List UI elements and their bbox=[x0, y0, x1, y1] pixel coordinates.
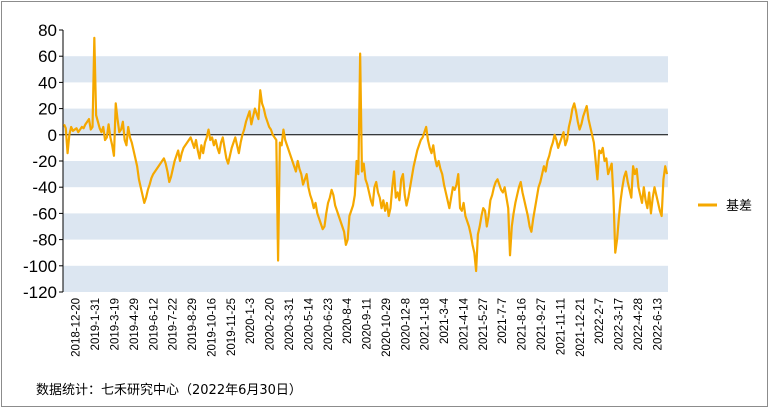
x-tick-label: 2022-6-13 bbox=[652, 298, 664, 350]
x-tick-label: 2022-4-28 bbox=[633, 298, 645, 350]
x-tick-label: 2019-11-25 bbox=[226, 298, 238, 356]
x-tick-label: 2021-12-21 bbox=[575, 298, 587, 357]
y-tick-label: 80 bbox=[38, 21, 57, 40]
x-tick-label: 2019-8-29 bbox=[187, 298, 199, 350]
source-note: 数据统计：七禾研究中心（2022年6月30日） bbox=[36, 383, 302, 398]
grid-band bbox=[63, 108, 668, 135]
y-axis: 80 60 40 20 0 -20 -40 -60 -80 -100 -120 bbox=[23, 21, 668, 302]
x-tick-label: 2020-3-31 bbox=[284, 298, 296, 350]
y-tick-label: -80 bbox=[32, 231, 57, 250]
grid-band bbox=[63, 265, 668, 292]
y-tick-label: -20 bbox=[32, 152, 57, 171]
legend: 基差 bbox=[698, 199, 752, 214]
series-line-basis bbox=[62, 36, 669, 273]
grid-band bbox=[63, 56, 668, 83]
y-tick-label: -60 bbox=[32, 204, 57, 223]
x-tick-label: 2021-11-11 bbox=[555, 298, 567, 355]
x-tick-label: 2019-3-19 bbox=[109, 298, 121, 350]
grid-band bbox=[63, 213, 668, 240]
x-tick-label: 2021-1-18 bbox=[420, 298, 432, 350]
y-tick-label: -100 bbox=[23, 257, 57, 276]
x-tick-label: 2019-1-31 bbox=[90, 298, 102, 350]
x-tick-label: 2020-1-3 bbox=[245, 298, 257, 344]
x-tick-label: 2020-12-8 bbox=[400, 298, 412, 350]
x-tick-label: 2021-5-27 bbox=[478, 298, 490, 350]
x-tick-label: 2020-9-11 bbox=[362, 298, 374, 350]
x-tick-label: 2019-6-12 bbox=[148, 298, 160, 350]
x-tick-label: 2020-2-20 bbox=[265, 298, 277, 350]
y-tick-label: -40 bbox=[32, 178, 57, 197]
y-tick-label: -120 bbox=[23, 283, 57, 302]
x-tick-label: 2022-2-7 bbox=[594, 298, 606, 344]
x-tick-label: 2020-10-29 bbox=[381, 298, 393, 357]
x-tick-label: 2019-7-22 bbox=[168, 298, 180, 350]
legend-label-basis: 基差 bbox=[726, 199, 752, 214]
x-tick-label: 2021-9-27 bbox=[536, 298, 548, 350]
x-tick-label: 2020-8-4 bbox=[342, 297, 354, 344]
x-tick-label: 2019-4-29 bbox=[129, 298, 141, 350]
grid-bands bbox=[63, 56, 668, 292]
x-tick-label: 2021-8-16 bbox=[517, 298, 529, 350]
x-tick-label: 2022-3-17 bbox=[614, 298, 626, 350]
x-tick-label: 2020-6-23 bbox=[323, 298, 335, 350]
x-tick-label: 2020-5-14 bbox=[303, 297, 315, 350]
x-tick-label: 2021-4-14 bbox=[458, 297, 470, 350]
y-tick-label: 20 bbox=[38, 100, 57, 119]
x-tick-label: 2018-12-20 bbox=[71, 298, 83, 357]
x-tick-label: 2021-7-7 bbox=[497, 298, 509, 344]
x-tick-label: 2021-3-4 bbox=[439, 297, 451, 344]
x-axis: 2018-12-20 2019-1-31 2019-3-19 2019-4-29 201… bbox=[71, 297, 665, 356]
y-tick-label: 40 bbox=[38, 73, 57, 92]
y-tick-label: 60 bbox=[38, 47, 57, 66]
y-tick-label: 0 bbox=[48, 126, 57, 145]
plot-area bbox=[62, 36, 669, 273]
x-tick-label: 2019-10-16 bbox=[206, 298, 218, 357]
